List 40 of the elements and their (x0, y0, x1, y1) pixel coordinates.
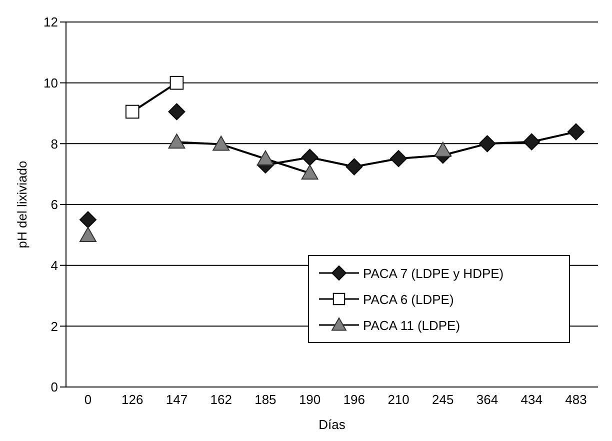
x-tick-label: 126 (122, 392, 144, 408)
y-tick-label: 6 (50, 197, 58, 212)
point (523, 133, 540, 150)
y-tick-label: 4 (50, 258, 58, 273)
x-tick-label: 0 (84, 392, 92, 408)
x-tick-label: 210 (388, 392, 410, 408)
x-tick-label: 190 (298, 392, 321, 408)
point (434, 142, 452, 157)
x-tick-label: 483 (565, 392, 587, 408)
y-axis-title: pH del lixiviado (14, 160, 30, 248)
x-tick-label: 196 (343, 392, 366, 408)
x-tick-label: 364 (476, 392, 498, 408)
point (301, 164, 318, 180)
legend-label: PACA 11 (LDPE) (363, 318, 460, 332)
point (125, 104, 140, 119)
y-tick-label: 0 (50, 380, 58, 395)
point (212, 136, 230, 151)
point (168, 134, 186, 149)
point (478, 135, 496, 152)
legend-label: PACA 7 (LDPE y HDPE) (363, 266, 504, 280)
x-tick-label: 147 (166, 392, 188, 408)
x-tick-label: 185 (254, 392, 276, 408)
point (301, 148, 318, 166)
x-tick-label: 245 (432, 392, 454, 408)
x-tick-label: 162 (210, 392, 232, 408)
x-tick-label: 434 (520, 392, 542, 408)
point (346, 158, 363, 176)
point (390, 150, 408, 168)
legend-label: PACA 6 (LDPE) (363, 292, 454, 306)
y-tick-label: 8 (50, 136, 58, 152)
point (568, 123, 584, 140)
point (80, 227, 96, 242)
x-axis-title: Días (318, 417, 346, 432)
point (168, 103, 186, 120)
point (170, 76, 184, 90)
point (80, 211, 96, 228)
y-tick-label: 2 (50, 318, 58, 334)
y-tick-label: 10 (44, 75, 58, 90)
y-tick-label: 12 (44, 14, 58, 30)
point (256, 150, 274, 166)
